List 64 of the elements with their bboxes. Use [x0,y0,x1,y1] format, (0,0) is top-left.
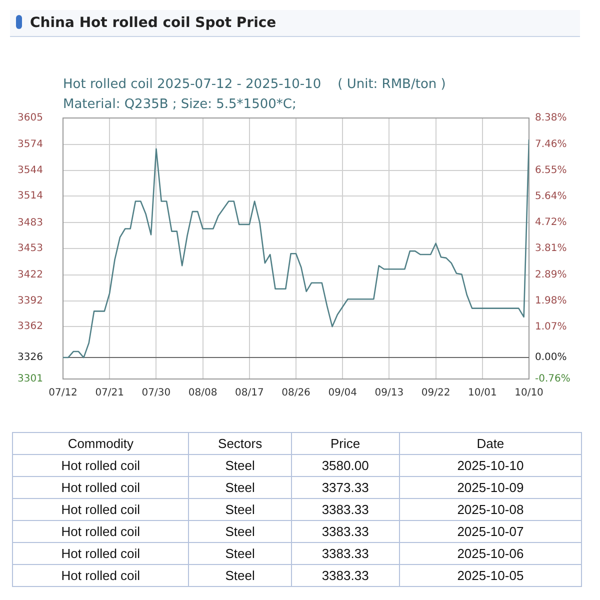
text: Steel [188,520,292,542]
text: Sectors [188,432,292,454]
text: 3383.33 [291,520,400,542]
y-tick-label: 3483 [18,217,43,228]
x-tick-label: 07/21 [95,388,124,399]
text: Hot rolled coil [12,476,189,498]
y2-tick-label: 6.55% [535,164,567,176]
text: Steel [188,476,292,498]
y-tick-label: 3392 [18,295,43,306]
y2-tick-label: 1.07% [535,321,567,332]
x-tick-label: 09/13 [374,388,404,399]
text: 2025-10-10 [399,454,582,476]
x-tick-label: 09/22 [421,388,450,399]
y-tick-label: 3514 [18,190,43,202]
x-tick-label: 08/17 [234,388,264,399]
y-tick-label: 3422 [18,270,43,281]
text: Steel [188,564,292,586]
y-tick-label: 3362 [18,321,43,332]
text: 3373.33 [291,476,400,498]
text: 3383.33 [291,564,400,586]
chart-subtitle: Hot rolled coil 2025-07-12 - 2025-10-10 ( Unit: RMB/ton ) [63,77,446,92]
y-tick-label: 3301 [18,374,43,385]
text: 3383.33 [291,542,400,564]
text: Commodity [12,432,189,454]
text: Steel [188,542,292,564]
y2-tick-label: 8.38% [535,112,567,124]
text: 3383.33 [291,498,400,520]
x-tick-label: 10/01 [468,388,497,399]
text: Steel [188,498,292,520]
text: 3580.00 [291,454,400,476]
x-tick-label: 08/08 [188,388,218,399]
y2-tick-label: 5.64% [535,190,567,202]
y-tick-label: 3605 [18,112,43,124]
text: 2025-10-05 [399,564,582,586]
y2-tick-label: 4.72% [535,217,567,228]
text: Hot rolled coil [12,520,189,542]
y2-tick-label: 7.46% [535,138,567,150]
text: 2025-10-09 [399,476,582,498]
text: Hot rolled coil [12,542,189,564]
y2-tick-label: 1.98% [535,295,567,306]
y2-tick-label: 0.00% [535,352,567,363]
y2-tick-label: 2.89% [535,269,567,280]
text: Steel [188,454,292,476]
text: Hot rolled coil [12,564,189,586]
x-tick-label: 09/04 [328,388,358,399]
x-tick-label: 08/26 [282,388,310,399]
text: Hot rolled coil [12,454,189,476]
x-tick-label: 10/10 [514,388,544,399]
chart-title: China Hot rolled coil Spot Price [30,15,276,31]
x-tick-label: 07/12 [48,388,78,399]
y2-tick-label: -0.76% [535,374,570,385]
text: Date [399,432,582,454]
y2-tick-label: 3.81% [535,243,567,254]
x-tick-label: 07/30 [142,388,171,399]
text: Material: Q235B ; Size: 5.5*1500*C; [63,97,296,112]
y-tick-label: 3574 [18,139,43,150]
text: Price [291,432,400,454]
y-tick-label: 3544 [18,164,43,176]
text: Hot rolled coil [12,498,189,520]
y-tick-label: 3326 [18,352,43,364]
y-tick-label: 3453 [18,243,43,254]
text: 2025-10-06 [399,542,582,564]
text: 2025-10-07 [399,520,582,542]
text: 2025-10-08 [399,498,582,520]
